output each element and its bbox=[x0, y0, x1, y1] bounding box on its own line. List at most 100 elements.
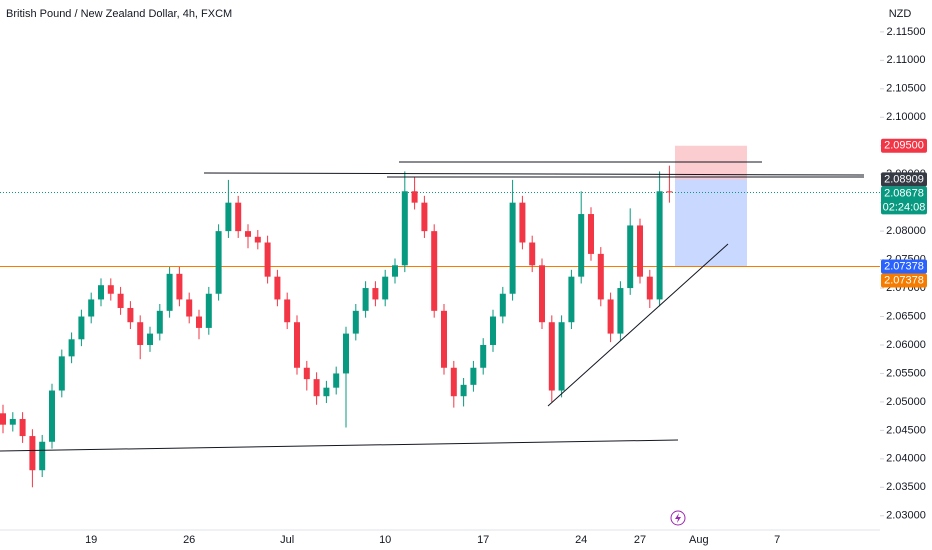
y-tick-label: 2.10500 bbox=[886, 83, 926, 95]
trend-line bbox=[547, 243, 729, 407]
candle-body bbox=[274, 276, 281, 300]
plot-area bbox=[0, 145, 880, 488]
y-tick-label: 2.11000 bbox=[887, 54, 926, 66]
x-tick-label: 19 bbox=[85, 534, 97, 546]
candle-body bbox=[176, 273, 183, 300]
candle-body bbox=[480, 344, 487, 368]
candle-body bbox=[225, 202, 232, 232]
candle-body bbox=[205, 293, 212, 328]
icon-bolt bbox=[675, 513, 681, 523]
price-badge-label: 2.07378 bbox=[884, 260, 924, 272]
x-tick-label: 24 bbox=[575, 534, 587, 546]
candle-body bbox=[156, 310, 163, 334]
candle-body bbox=[490, 316, 496, 345]
candle-body bbox=[499, 293, 506, 317]
candle-body bbox=[294, 322, 300, 368]
candle-body bbox=[245, 231, 251, 237]
candle-body bbox=[558, 322, 565, 391]
candle-body bbox=[627, 225, 634, 289]
x-tick-label: Aug bbox=[689, 534, 709, 546]
x-tick-label: Jul bbox=[280, 534, 294, 546]
price-badge-label: 2.07378 bbox=[884, 274, 924, 286]
candle-body bbox=[578, 214, 585, 277]
candle-body bbox=[323, 387, 330, 397]
candle-body bbox=[68, 339, 75, 357]
candle-body bbox=[29, 436, 36, 471]
x-tick-label: 10 bbox=[379, 534, 391, 546]
candle-body bbox=[411, 191, 418, 203]
candle-body bbox=[186, 299, 193, 317]
trend-line bbox=[203, 172, 865, 176]
candle-body bbox=[264, 242, 271, 277]
price-badge-label: 2.08909 bbox=[884, 173, 924, 185]
y-tick-label: 2.08000 bbox=[886, 225, 926, 237]
candle-body bbox=[509, 202, 516, 294]
price-badge-label: 2.09500 bbox=[884, 140, 924, 152]
candle-body bbox=[107, 285, 114, 294]
x-tick-label: 27 bbox=[634, 534, 646, 546]
y-tick-label: 2.04000 bbox=[886, 453, 926, 465]
candle-body bbox=[98, 285, 104, 300]
candle-body bbox=[313, 379, 320, 397]
candle-body bbox=[470, 367, 477, 385]
candle-body bbox=[617, 288, 624, 334]
candle-body bbox=[548, 322, 555, 391]
candle-body bbox=[441, 310, 447, 368]
candle-body bbox=[215, 231, 222, 294]
candle-body bbox=[137, 322, 144, 345]
candle-body bbox=[254, 236, 261, 243]
candle-body bbox=[78, 316, 85, 340]
target-zone bbox=[675, 179, 747, 267]
candle-body bbox=[49, 390, 55, 442]
candle-body bbox=[401, 191, 408, 266]
candle-body bbox=[450, 367, 457, 397]
candle-body bbox=[519, 202, 526, 243]
candle-body bbox=[19, 418, 26, 437]
y-tick-label: 2.11500 bbox=[887, 26, 926, 38]
price-badge bbox=[881, 138, 927, 153]
candle-body bbox=[58, 356, 65, 391]
price-badge bbox=[881, 172, 927, 187]
candle-body bbox=[607, 299, 614, 334]
candle-body bbox=[646, 276, 653, 300]
candle-body bbox=[539, 265, 545, 323]
candle-body bbox=[666, 191, 673, 193]
candle-body bbox=[421, 202, 428, 232]
candle-body bbox=[333, 373, 340, 388]
y-tick-label: 2.05000 bbox=[886, 396, 926, 408]
candle-body bbox=[352, 310, 359, 334]
candle-body bbox=[392, 265, 398, 277]
stop-zone bbox=[675, 145, 747, 180]
candle-body bbox=[166, 273, 173, 311]
y-tick-label: 2.10000 bbox=[886, 111, 926, 123]
candle-body bbox=[235, 202, 242, 232]
price-badge bbox=[881, 259, 927, 274]
y-tick-label: 2.03500 bbox=[886, 481, 926, 493]
candle-body bbox=[529, 242, 536, 266]
candle-body bbox=[568, 276, 575, 323]
currency-label: NZD bbox=[889, 8, 912, 20]
candle-body bbox=[127, 307, 134, 323]
candle-body bbox=[431, 231, 438, 311]
candle-body bbox=[362, 288, 369, 311]
candle-body bbox=[0, 413, 6, 425]
candle-body bbox=[196, 316, 202, 328]
y-tick-label: 2.04500 bbox=[886, 424, 926, 436]
candle-body bbox=[284, 299, 291, 323]
candle-body bbox=[343, 333, 349, 374]
drawings bbox=[0, 161, 865, 452]
countdown-label: 02:24:08 bbox=[883, 201, 926, 213]
candle-body bbox=[303, 367, 310, 380]
candle-body bbox=[597, 253, 604, 300]
candle-body bbox=[39, 441, 46, 471]
price-badge bbox=[881, 273, 927, 288]
y-tick-label: 2.06500 bbox=[886, 310, 926, 322]
candle-body bbox=[372, 288, 379, 300]
chart-title: British Pound / New Zealand Dollar, 4h, … bbox=[6, 8, 232, 20]
candle-body bbox=[147, 333, 153, 345]
x-tick-label: 7 bbox=[774, 534, 780, 546]
price-badge-label: 2.08678 bbox=[884, 187, 924, 199]
price-badge bbox=[881, 186, 927, 215]
